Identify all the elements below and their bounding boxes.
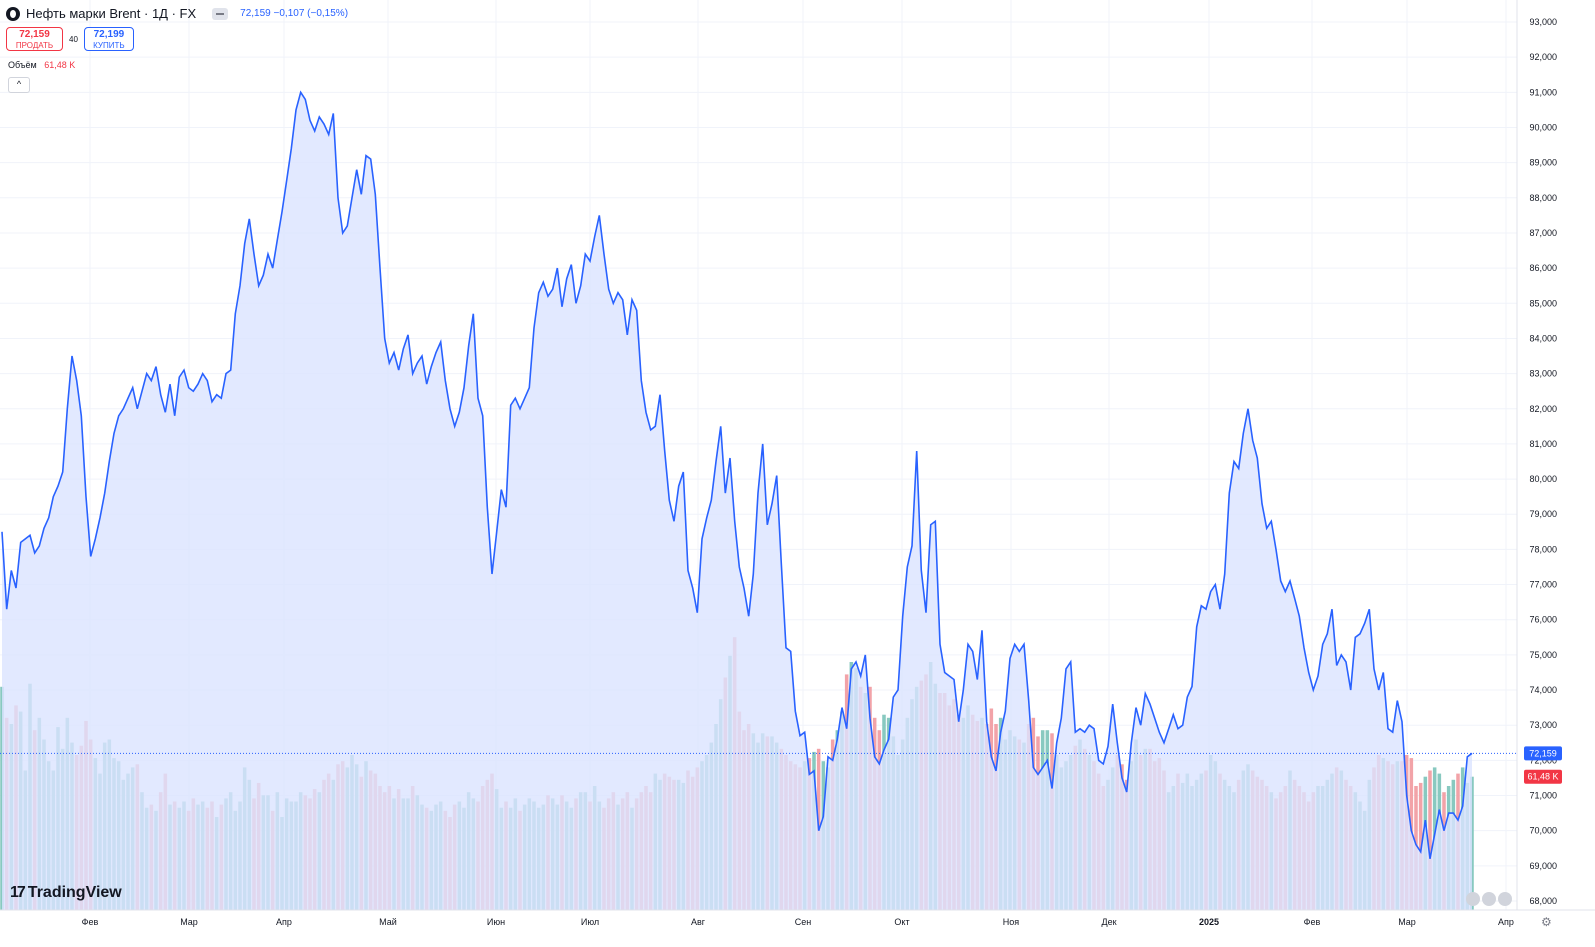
volume-bar [1418,782,1423,910]
x-tick-label: Июн [487,917,505,927]
market-closed-icon[interactable] [212,7,229,20]
axis-labels: 72,159 61,48 K [1524,746,1562,784]
x-tick-label: Фев [1304,917,1321,927]
y-tick-label: 78,000 [1529,544,1557,554]
x-tick-label: Апр [1498,917,1514,927]
spread-value: 40 [69,34,78,44]
x-tick-label: Мар [1398,917,1416,927]
chart-header: Нефть марки Brent · 1Д · FX 72,159 −0,10… [6,6,348,21]
y-tick-label: 72,000 [1529,755,1557,765]
tv-logo-text: TradingView [27,884,122,901]
y-tick-label: 82,000 [1529,404,1557,414]
price-line [1,90,1473,859]
y-tick-label: 86,000 [1529,263,1557,273]
x-tick-label: Фев [82,917,99,927]
time-axis: Фев Мар Апр Май Июн Июл Авг Сен Окт Ноя Дек 2025 Фев… [0,909,1595,927]
volume-legend-value: 61,48 K [44,60,76,70]
bottom-icons [1466,892,1512,906]
us-flag-icon[interactable] [1482,892,1496,906]
tv-logo-icon: 17 [10,884,26,901]
y-tick-label: 89,000 [1529,158,1557,168]
y-tick-label: 74,000 [1529,685,1557,695]
y-tick-label: 75,000 [1529,650,1557,660]
y-tick-label: 85,000 [1529,298,1557,308]
y-tick-label: 79,000 [1529,509,1557,519]
y-tick-label: 77,000 [1529,580,1557,590]
lightning-icon[interactable] [1466,892,1480,906]
last-price-tag [1524,746,1562,761]
x-tick-label: Мар [180,917,198,927]
collapse-legend-button[interactable]: ^ [8,77,30,93]
price-area [2,92,1472,911]
sell-label: ПРОДАТЬ [15,41,54,50]
volume-legend[interactable]: Объём 61,48 K [8,60,75,70]
settings-gear-icon[interactable]: ⚙ [1541,915,1552,929]
y-tick-label: 71,000 [1529,791,1557,801]
y-tick-label: 80,000 [1529,474,1557,484]
x-tick-label: Авг [691,917,706,927]
volume-bar [0,686,4,910]
x-tick-label: 2025 [1199,917,1219,927]
y-tick-label: 93,000 [1529,17,1557,27]
y-tick-label: 88,000 [1529,193,1557,203]
x-tick-label: Апр [276,917,292,927]
y-tick-label: 70,000 [1529,826,1557,836]
y-tick-label: 68,000 [1529,896,1557,906]
buy-label: КУПИТЬ [93,41,125,50]
buy-button[interactable]: 72,199 КУПИТЬ [83,27,134,51]
volume-tag [1524,769,1562,784]
quote-change: 72,159 −0,107 (−0,15%) [240,8,349,19]
volume-bar [1428,770,1432,910]
y-tick-label: 90,000 [1529,122,1557,132]
tradingview-logo[interactable]: 17 TradingView [10,884,122,902]
buy-price: 72,199 [93,29,125,40]
y-tick-label: 69,000 [1529,861,1557,871]
volume-tag-text: 61,48 K [1527,772,1558,782]
sell-price: 72,159 [19,29,50,40]
y-tick-label: 91,000 [1529,87,1557,97]
y-tick-label: 92,000 [1529,52,1557,62]
last-price-tag-text: 72,159 [1529,748,1557,758]
x-tick-label: Ноя [1003,917,1020,927]
y-tick-label: 73,000 [1529,720,1557,730]
x-tick-label: Сен [795,917,812,927]
y-tick-label: 81,000 [1529,439,1557,449]
y-tick-label: 84,000 [1529,333,1557,343]
x-tick-label: Май [379,917,397,927]
currency-icon[interactable] [1498,892,1512,906]
x-tick-label: Дек [1101,917,1116,927]
y-tick-label: 87,000 [1529,228,1557,238]
sell-button[interactable]: 72,159 ПРОДАТЬ [6,27,63,51]
symbol-title[interactable]: Нефть марки Brent · 1Д · FX [26,6,197,21]
volume-legend-label: Объём [8,60,37,70]
y-tick-label: 76,000 [1529,615,1557,625]
x-tick-label: Июл [581,917,599,927]
x-tick-label: Окт [894,917,909,927]
price-axis: 93,000 92,000 91,000 90,000 89,000 88,000 87,0… [1516,0,1557,910]
y-tick-label: 83,000 [1529,369,1557,379]
trade-buttons: 72,159 ПРОДАТЬ 40 72,199 КУПИТЬ [6,27,134,51]
symbol-logo-icon [6,6,20,21]
